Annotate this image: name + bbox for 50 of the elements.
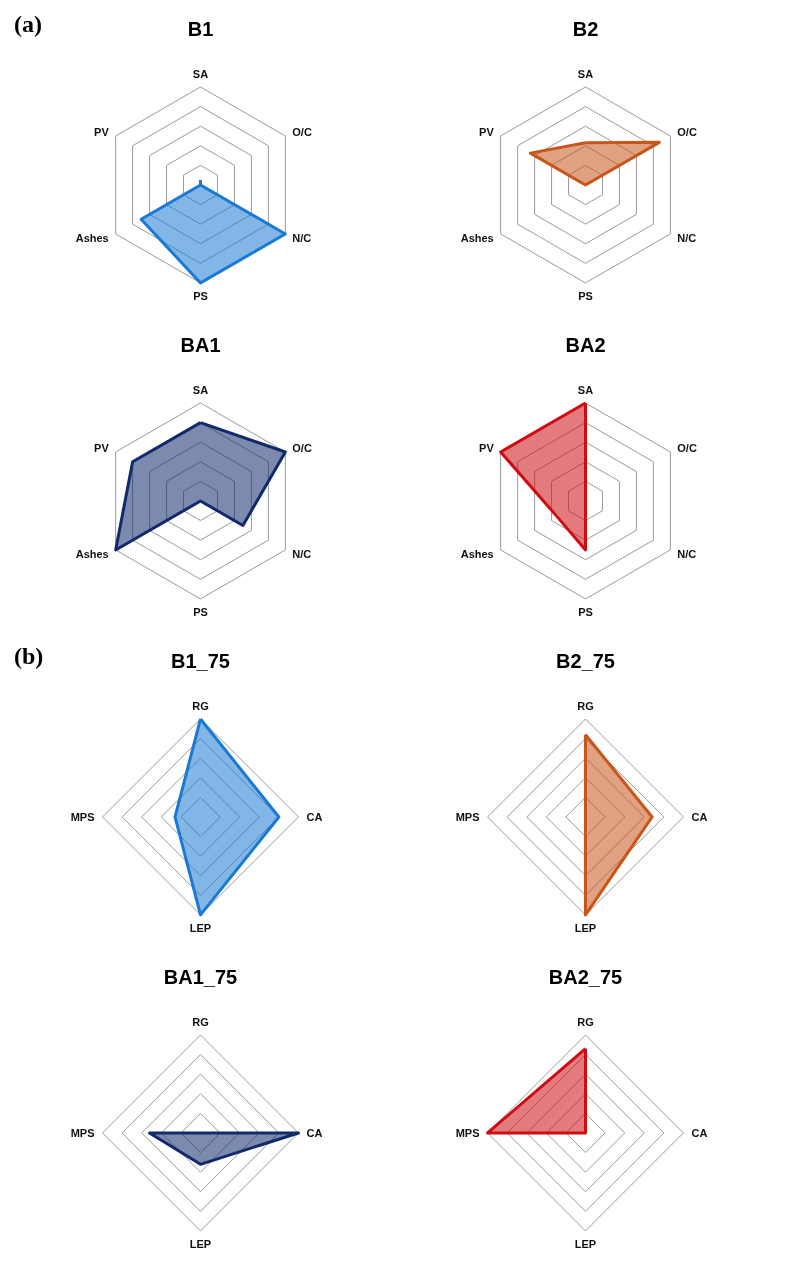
spoke-label: Ashes bbox=[460, 231, 494, 244]
spoke-label: N/C bbox=[292, 547, 312, 560]
spoke-label: PS bbox=[578, 606, 593, 619]
spoke-label: SA bbox=[192, 383, 209, 396]
spoke-label: MPS bbox=[455, 1126, 480, 1139]
spoke-label: PV bbox=[94, 441, 110, 454]
spoke-label: PV bbox=[479, 441, 495, 454]
chart-title: B2_75 bbox=[556, 650, 615, 672]
chart-title: BA1_75 bbox=[163, 966, 238, 988]
spoke-label: SA bbox=[577, 67, 594, 80]
spoke-label: O/C bbox=[677, 125, 697, 138]
spoke-label: LEP bbox=[189, 922, 212, 935]
spoke-label: RG bbox=[577, 699, 594, 712]
text: (a) bbox=[14, 11, 42, 37]
spoke-label: PV bbox=[479, 125, 495, 138]
spoke-label: RG bbox=[192, 699, 209, 712]
spoke-label: N/C bbox=[677, 547, 697, 560]
spoke-label: Ashes bbox=[75, 547, 109, 560]
spoke-label: RG bbox=[192, 1015, 209, 1028]
spoke-label: PS bbox=[193, 606, 208, 619]
spoke-label: LEP bbox=[574, 922, 597, 935]
spoke-label: SA bbox=[577, 383, 594, 396]
chart-title: B2 bbox=[572, 18, 599, 40]
spoke-label: CA bbox=[306, 1126, 323, 1139]
spoke-label: RG bbox=[577, 1015, 594, 1028]
spoke-label: MPS bbox=[70, 810, 95, 823]
spoke-label: O/C bbox=[677, 441, 697, 454]
spoke-label: Ashes bbox=[75, 231, 109, 244]
spoke-label: CA bbox=[306, 810, 323, 823]
spoke-label: CA bbox=[691, 1126, 708, 1139]
spoke-label: CA bbox=[691, 810, 708, 823]
chart-title: B1_75 bbox=[171, 650, 230, 672]
spoke-label: PS bbox=[193, 290, 208, 303]
chart-title: B1 bbox=[187, 18, 214, 40]
spoke-label: PS bbox=[578, 290, 593, 303]
chart-title: BA1 bbox=[180, 334, 221, 356]
spoke-label: LEP bbox=[574, 1238, 597, 1251]
text: (b) bbox=[14, 643, 44, 669]
spoke-label: N/C bbox=[677, 231, 697, 244]
spoke-label: Ashes bbox=[460, 547, 494, 560]
chart-title: BA2_75 bbox=[548, 966, 623, 988]
spoke-label: O/C bbox=[292, 125, 312, 138]
chart-title: BA2 bbox=[565, 334, 606, 356]
spoke-label: N/C bbox=[292, 231, 312, 244]
spoke-label: LEP bbox=[189, 1238, 212, 1251]
spoke-label: SA bbox=[192, 67, 209, 80]
spoke-label: MPS bbox=[455, 810, 480, 823]
spoke-label: MPS bbox=[70, 1126, 95, 1139]
spoke-label: PV bbox=[94, 125, 110, 138]
spoke-label: O/C bbox=[292, 441, 312, 454]
